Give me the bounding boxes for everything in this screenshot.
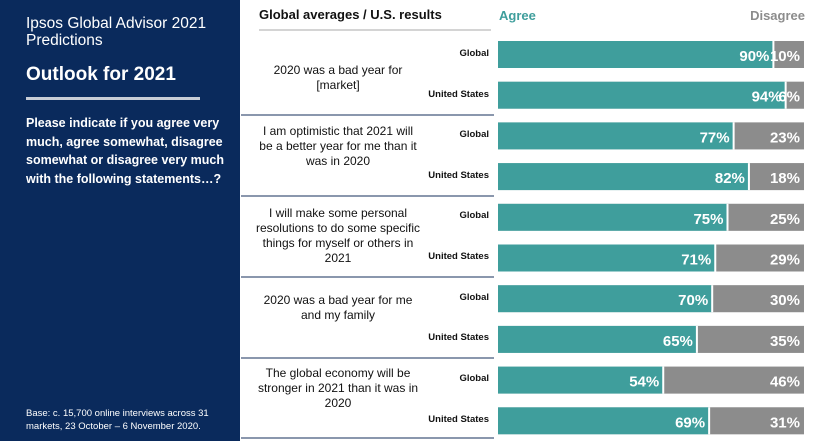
statement-label: 2020 was a bad year for me and my family (263, 293, 413, 322)
disagree-value-label: 25% (770, 211, 800, 228)
bar-separator (695, 325, 698, 353)
group-divider (241, 437, 494, 439)
legend-disagree: Disagree (750, 8, 805, 23)
group-divider (241, 357, 494, 359)
row-label-us: United States (428, 170, 489, 181)
agree-value-label: 94% (752, 89, 782, 106)
group-divider (241, 114, 494, 116)
disagree-value-label: 6% (778, 89, 800, 106)
legend-agree: Agree (499, 8, 536, 23)
bar-agree (498, 244, 716, 272)
row-label-global: Global (459, 129, 489, 140)
heading-divider (26, 97, 200, 100)
disagree-value-label: 35% (770, 333, 800, 350)
row-label-us: United States (428, 89, 489, 100)
bar-disagree (785, 81, 804, 109)
row-label-global: Global (459, 373, 489, 384)
row-label-us: United States (428, 414, 489, 425)
bar-separator (732, 122, 735, 150)
bar-agree (498, 285, 713, 313)
bar-disagree (727, 203, 804, 231)
agree-value-label: 54% (629, 374, 659, 391)
agree-value-label: 82% (715, 170, 745, 187)
agree-value-label: 75% (693, 211, 723, 228)
bar-agree (498, 81, 786, 109)
disagree-value-label: 10% (770, 48, 800, 65)
bar-agree (498, 325, 697, 353)
disagree-value-label: 31% (770, 414, 800, 431)
row-label-global: Global (459, 292, 489, 303)
bar-agree (498, 41, 774, 68)
bar-separator (662, 366, 665, 394)
bar-separator (711, 285, 714, 313)
bar-disagree (748, 163, 804, 191)
survey-question: Please indicate if you agree very much, … (26, 116, 224, 186)
agree-value-label: 77% (700, 129, 730, 146)
statement-label: 2020 was a bad year for [market] (273, 63, 403, 92)
section-heading: Outlook for 2021 (26, 64, 176, 85)
bar-disagree (733, 122, 804, 150)
header-divider (259, 29, 491, 31)
agree-value-label: 90% (739, 48, 769, 65)
bar-agree (498, 366, 664, 394)
bar-separator (784, 81, 787, 109)
bar-disagree (696, 325, 804, 353)
bar-separator (726, 203, 729, 231)
bar-agree (498, 163, 749, 191)
row-label-us: United States (428, 332, 489, 343)
chart-header: Global averages / U.S. results (259, 7, 442, 22)
bar-disagree (712, 285, 804, 313)
bar-agree (498, 203, 728, 231)
bar-agree (498, 407, 710, 435)
disagree-value-label: 29% (770, 252, 800, 269)
bar-disagree (663, 366, 804, 394)
group-divider (241, 276, 494, 278)
disagree-value-label: 46% (770, 374, 800, 391)
report-title: Ipsos Global Advisor 2021 Predictions (26, 15, 207, 49)
agree-value-label: 65% (663, 333, 693, 350)
row-label-us: United States (428, 251, 489, 262)
sidebar: Ipsos Global Advisor 2021 Predictions Ou… (0, 0, 240, 441)
bar-separator (708, 407, 711, 435)
row-label-global: Global (459, 210, 489, 221)
agree-value-label: 69% (675, 414, 705, 431)
statement-label: I am optimistic that 2021 will be a bett… (259, 124, 417, 168)
statement-label: The global economy will be stronger in 2… (257, 366, 419, 410)
disagree-value-label: 18% (770, 170, 800, 187)
base-note: Base: c. 15,700 online interviews across… (26, 408, 209, 432)
bar-disagree (709, 407, 804, 435)
disagree-value-label: 23% (770, 129, 800, 146)
disagree-value-label: 30% (770, 292, 800, 309)
bar-disagree (715, 244, 804, 272)
bar-separator (747, 163, 750, 191)
row-label-global: Global (459, 48, 489, 59)
bar-separator (714, 244, 717, 272)
statement-label: I will make some personal resolutions to… (255, 206, 421, 265)
agree-value-label: 70% (678, 292, 708, 309)
bar-agree (498, 122, 734, 150)
bar-disagree (773, 41, 804, 68)
group-divider (241, 195, 494, 197)
bar-separator (772, 41, 775, 68)
agree-value-label: 71% (681, 252, 711, 269)
